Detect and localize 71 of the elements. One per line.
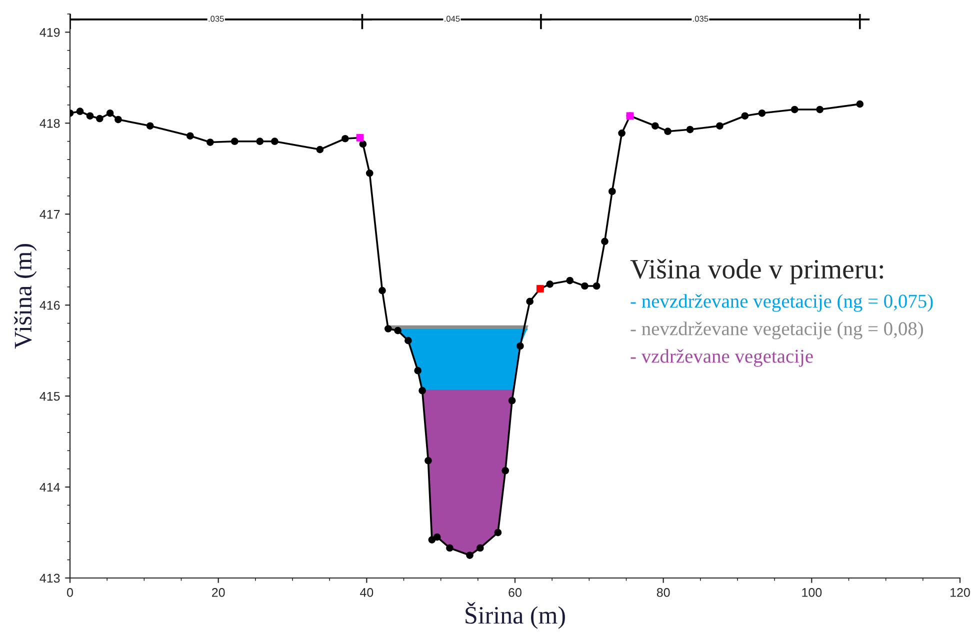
x-tick-label: 120 — [950, 588, 970, 597]
point — [106, 109, 114, 117]
y-axis-title: Višina (m) — [14, 244, 37, 349]
point — [816, 106, 824, 114]
legend-title: Višina vode v primeru: — [630, 259, 883, 284]
point — [664, 128, 672, 136]
point — [790, 106, 798, 114]
point — [502, 466, 510, 474]
x-tick-label: 20 — [212, 588, 225, 597]
point — [566, 276, 574, 284]
point — [546, 280, 554, 288]
point — [581, 282, 588, 290]
y-tick-label: 416 — [40, 300, 60, 310]
annotation: .035 — [208, 16, 224, 22]
point — [526, 298, 534, 306]
point — [146, 122, 154, 130]
point — [856, 100, 864, 108]
text: - vzdrževane vegetacije — [630, 349, 813, 367]
point — [516, 342, 524, 350]
point — [428, 536, 436, 544]
point — [433, 533, 441, 541]
point — [230, 138, 238, 146]
point — [341, 134, 349, 142]
point — [424, 456, 432, 464]
x-tick-label: 0 — [67, 588, 73, 597]
text: - nevzdrževane vegetacije (ng = 0,075) — [630, 294, 933, 312]
x-axis-title: Širina (m) — [466, 602, 565, 629]
y-tick-label: 415 — [40, 392, 60, 401]
point — [758, 109, 766, 117]
y-tick-label: 414 — [40, 482, 60, 492]
point — [414, 366, 422, 374]
x-tick-label: 80 — [656, 588, 670, 597]
point — [466, 552, 474, 559]
point — [271, 138, 278, 146]
point — [446, 544, 454, 552]
point — [359, 140, 367, 148]
annotation: .045 — [444, 16, 460, 22]
y-tick-label: 418 — [40, 118, 60, 128]
point — [256, 138, 264, 146]
point — [508, 396, 516, 404]
point — [651, 122, 659, 130]
point — [394, 326, 402, 334]
point — [206, 138, 214, 146]
point — [96, 114, 104, 122]
point — [378, 286, 386, 294]
point — [76, 108, 84, 116]
y-tick-label: 413 — [40, 574, 60, 583]
point — [186, 132, 194, 140]
annotation: .035 — [693, 16, 708, 22]
point — [384, 325, 392, 332]
point — [601, 238, 608, 246]
point — [618, 129, 626, 137]
point — [741, 112, 749, 120]
y-tick-label: 419 — [40, 28, 60, 37]
point — [494, 528, 502, 536]
point — [404, 336, 412, 344]
x-tick-label: 40 — [360, 588, 374, 597]
x-tick-label: 100 — [802, 588, 822, 597]
point — [592, 282, 600, 290]
point — [86, 112, 94, 120]
point — [366, 170, 374, 177]
x-tick-label: 60 — [508, 588, 522, 597]
point — [686, 126, 694, 134]
point — [716, 122, 724, 130]
y-tick-label: 417 — [40, 210, 60, 219]
text: - nevzdrževane vegetacije (ng = 0,08) — [630, 322, 924, 340]
point — [608, 188, 616, 196]
point — [418, 386, 426, 394]
point — [114, 116, 122, 124]
point — [476, 544, 484, 552]
point — [316, 146, 324, 154]
